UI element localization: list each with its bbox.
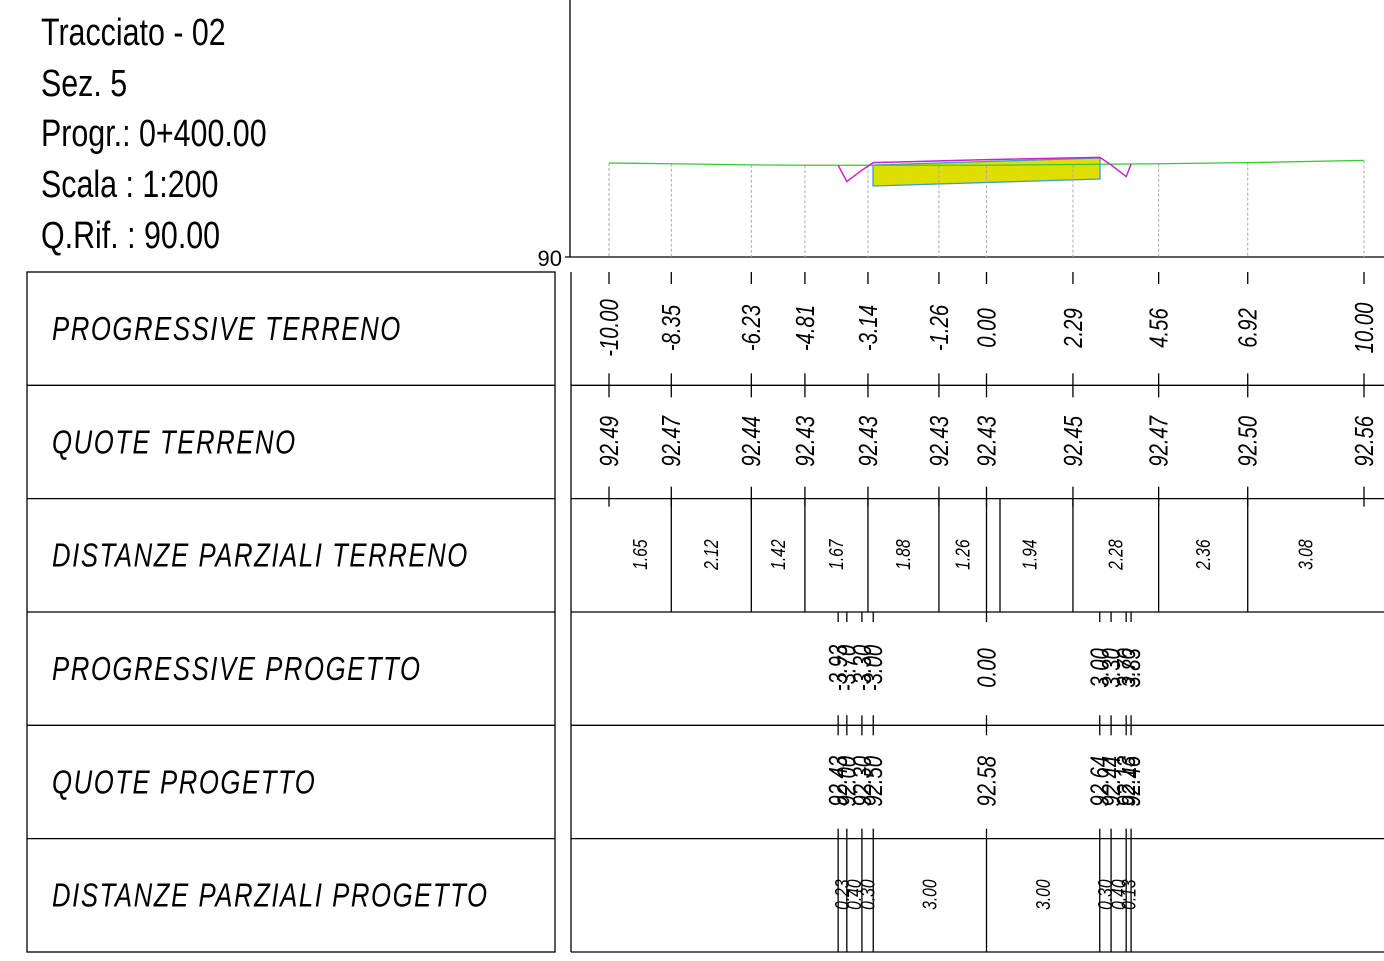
value-label: 0.00 <box>972 648 1001 687</box>
header-section: Sez. 5 <box>41 63 127 105</box>
terrain-line <box>608 159 1365 166</box>
value-label: 92.58 <box>972 756 1001 807</box>
value-label: 2.12 <box>700 539 722 570</box>
value-label: 92.50 <box>859 756 888 807</box>
value-label: 10.00 <box>1350 303 1379 354</box>
value-label: 3.83 <box>1117 648 1146 687</box>
row-label-wrap: PROGRESSIVE PROGETTO <box>52 651 422 688</box>
value-label: 92.43 <box>853 416 882 467</box>
value-label: 1.94 <box>1019 539 1041 569</box>
value-label: 92.43 <box>972 416 1001 467</box>
value-label: 0.00 <box>972 308 1001 347</box>
value-label: 1.88 <box>892 539 914 569</box>
value-label: 92.13 <box>1112 756 1141 807</box>
value-label: 92.47 <box>1144 415 1173 467</box>
value-label: 92.47 <box>657 415 686 467</box>
value-label: 2.36 <box>1192 539 1214 570</box>
row-label: PROGRESSIVE PROGETTO <box>52 651 422 688</box>
value-label: 92.00 <box>832 756 861 807</box>
value-label: 0.23 <box>831 879 853 909</box>
header-scale: Scala : 1:200 <box>41 164 218 206</box>
value-label: -3.14 <box>853 305 882 351</box>
value-label: 2.28 <box>1105 539 1127 570</box>
value-label: 3.30 <box>1097 648 1126 687</box>
value-label: 92.30 <box>847 756 876 807</box>
header-progr: Progr.: 0+400.00 <box>41 113 267 155</box>
row-label-wrap: QUOTE TERRENO <box>52 424 297 461</box>
value-label: 0.13 <box>1117 879 1139 909</box>
value-label: 3.70 <box>1112 648 1141 687</box>
value-label: -1.26 <box>924 305 953 351</box>
value-label: 92.43 <box>790 416 819 467</box>
row-label: DISTANZE PARZIALI PROGETTO <box>52 878 489 915</box>
value-label: -3.30 <box>847 645 876 691</box>
row-label: QUOTE TERRENO <box>52 424 297 461</box>
value-label: 1.42 <box>767 539 789 569</box>
value-label: -3.00 <box>859 645 888 691</box>
value-label: 0.30 <box>1094 879 1116 909</box>
value-label: 92.49 <box>595 416 624 467</box>
value-label: 1.65 <box>629 539 651 570</box>
value-label: 92.43 <box>924 416 953 467</box>
value-label: 92.44 <box>737 416 766 467</box>
header: Tracciato - 02 Sez. 5 Progr.: 0+400.00 S… <box>41 12 267 257</box>
header-ref: Q.Rif. : 90.00 <box>41 215 220 257</box>
dynamic: PROGRESSIVE TERRENO QUOTE TERRENO DISTANZE… <box>27 156 1384 953</box>
value-label: 92.43 <box>824 756 853 807</box>
value-label: 1.26 <box>952 539 974 569</box>
value-label: 1.67 <box>825 539 847 570</box>
value-label: 92.56 <box>1350 416 1379 467</box>
value-label: 6.92 <box>1233 308 1262 347</box>
project-line <box>837 156 1132 183</box>
row-label: PROGRESSIVE TERRENO <box>52 311 402 348</box>
row-label: DISTANZE PARZIALI TERRENO <box>52 538 469 575</box>
row-label-wrap: QUOTE PROGETTO <box>52 764 316 801</box>
value-label: 92.44 <box>1097 756 1126 807</box>
value-label: 92.64 <box>1085 756 1114 807</box>
value-label: 92.46 <box>1117 756 1146 807</box>
row-label: QUOTE PROGETTO <box>52 764 316 801</box>
value-label: 0.30 <box>856 879 878 909</box>
value-label: 3.00 <box>1032 879 1054 909</box>
value-label: -3.70 <box>832 645 861 691</box>
row-label-wrap: DISTANZE PARZIALI TERRENO <box>52 538 469 575</box>
value-label: -10.00 <box>595 299 624 356</box>
value-label: 0.40 <box>843 879 865 909</box>
value-label: 92.50 <box>1233 416 1262 467</box>
value-label: 3.00 <box>1085 648 1114 687</box>
value-label: 2.29 <box>1058 308 1087 348</box>
value-label: 92.45 <box>1058 415 1087 467</box>
value-label: -8.35 <box>657 304 686 351</box>
value-label: 3.00 <box>919 879 941 909</box>
row-label-wrap: DISTANZE PARZIALI PROGETTO <box>52 878 489 915</box>
value-label: -4.81 <box>790 305 819 351</box>
value-label: 4.56 <box>1144 308 1173 347</box>
value-label: -6.23 <box>737 305 766 351</box>
header-title: Tracciato - 02 <box>41 12 226 54</box>
ref-label: 90 <box>538 246 562 271</box>
value-label: 3.08 <box>1295 539 1317 569</box>
value-label: -3.93 <box>824 645 853 691</box>
row-label-wrap: PROGRESSIVE TERRENO <box>52 311 402 348</box>
value-label: 0.40 <box>1107 879 1129 909</box>
